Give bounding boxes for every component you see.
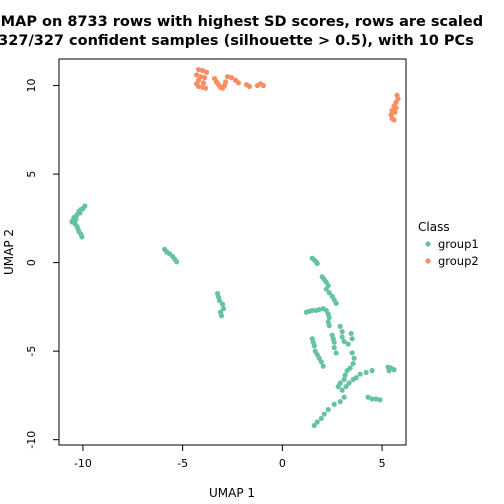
point-group1 bbox=[331, 401, 337, 407]
point-group1 bbox=[316, 306, 322, 313]
point-group2 bbox=[246, 83, 253, 90]
x-tick-label: 5 bbox=[379, 457, 386, 470]
legend-label-group1: group1 bbox=[438, 237, 479, 251]
point-group1 bbox=[77, 210, 83, 216]
point-group1 bbox=[218, 313, 225, 319]
point-group1 bbox=[216, 298, 223, 304]
point-group1 bbox=[348, 330, 354, 337]
point-group1 bbox=[369, 396, 375, 402]
plot-area-frame bbox=[58, 58, 407, 446]
point-group2 bbox=[391, 117, 397, 123]
point-group1 bbox=[318, 415, 324, 422]
point-group2 bbox=[195, 67, 202, 73]
x-tick-label: -10 bbox=[74, 457, 92, 470]
point-group1 bbox=[174, 259, 180, 265]
point-group1 bbox=[357, 371, 363, 377]
point-group1 bbox=[335, 383, 341, 390]
point-group1 bbox=[373, 396, 379, 402]
point-group1 bbox=[309, 307, 315, 314]
point-group2 bbox=[203, 69, 210, 75]
legend-title: Class bbox=[418, 220, 450, 234]
point-group1 bbox=[314, 419, 320, 425]
point-group1 bbox=[369, 368, 375, 374]
point-group1 bbox=[333, 300, 339, 306]
point-group1 bbox=[331, 339, 337, 345]
y-tick-label: -10 bbox=[25, 431, 38, 449]
point-group1 bbox=[346, 380, 352, 386]
point-group1 bbox=[343, 383, 349, 390]
point-group1 bbox=[325, 406, 331, 413]
point-group1 bbox=[345, 341, 351, 347]
point-group1 bbox=[311, 343, 317, 349]
point-group1 bbox=[339, 329, 345, 335]
point-group1 bbox=[79, 234, 85, 240]
point-group1 bbox=[342, 372, 348, 378]
y-axis: -10 -5 0 5 10 bbox=[25, 79, 60, 449]
legend-label-group2: group2 bbox=[438, 254, 479, 268]
point-group2 bbox=[201, 74, 208, 81]
point-group1 bbox=[341, 376, 347, 383]
point-group1 bbox=[326, 322, 332, 329]
legend-marker-group2 bbox=[425, 258, 431, 264]
point-group1 bbox=[321, 411, 327, 417]
x-tick-label: 0 bbox=[279, 457, 286, 470]
y-tick-label: -5 bbox=[25, 346, 38, 357]
point-group1 bbox=[391, 367, 397, 373]
point-group1 bbox=[333, 350, 339, 356]
point-group1 bbox=[351, 355, 357, 361]
point-group1 bbox=[220, 306, 227, 312]
point-group2 bbox=[228, 74, 235, 81]
point-group2 bbox=[393, 105, 399, 111]
point-group2 bbox=[194, 72, 200, 78]
chart-title-line-1: UMAP on 8733 rows with highest SD scores… bbox=[0, 14, 483, 30]
point-group1 bbox=[337, 323, 343, 329]
point-group1 bbox=[339, 387, 345, 393]
point-group2 bbox=[260, 82, 267, 89]
y-tick-label: 10 bbox=[25, 79, 38, 93]
point-group1 bbox=[311, 422, 317, 429]
point-group1 bbox=[326, 314, 332, 321]
x-axis-label: UMAP 1 bbox=[209, 486, 255, 500]
x-axis: -10 -5 0 5 bbox=[74, 444, 386, 470]
point-group1 bbox=[337, 399, 343, 405]
point-group1 bbox=[320, 363, 326, 369]
point-group1 bbox=[314, 260, 320, 267]
y-tick-label: 5 bbox=[25, 171, 38, 178]
point-group1 bbox=[341, 338, 347, 345]
point-group2 bbox=[224, 74, 231, 80]
point-group1 bbox=[363, 369, 369, 376]
point-group1 bbox=[350, 360, 356, 367]
point-group2 bbox=[222, 79, 229, 85]
point-group1 bbox=[349, 336, 355, 342]
point-group2 bbox=[235, 80, 242, 86]
point-group2 bbox=[200, 80, 207, 86]
legend-marker-group1 bbox=[425, 241, 431, 247]
point-group1 bbox=[219, 301, 226, 307]
point-group2 bbox=[392, 109, 398, 115]
point-group1 bbox=[318, 359, 324, 365]
point-group1 bbox=[331, 345, 337, 351]
legend: Class group1 group2 bbox=[418, 220, 479, 268]
point-group1 bbox=[365, 394, 371, 400]
data-points bbox=[69, 67, 401, 429]
point-group1 bbox=[341, 394, 347, 400]
point-group1 bbox=[339, 334, 345, 340]
chart-title-line-2: 327/327 confident samples (silhouette > … bbox=[0, 33, 474, 49]
point-group1 bbox=[344, 368, 350, 374]
point-group1 bbox=[349, 350, 355, 356]
point-group1 bbox=[326, 290, 332, 296]
point-group1 bbox=[353, 375, 359, 381]
x-tick-label: -5 bbox=[177, 457, 188, 470]
point-group1 bbox=[323, 286, 329, 292]
point-group1 bbox=[377, 397, 383, 403]
point-group2 bbox=[202, 85, 209, 91]
point-group2 bbox=[195, 83, 202, 90]
point-group2 bbox=[199, 67, 206, 74]
y-axis-label: UMAP 2 bbox=[2, 229, 16, 275]
y-tick-label: 0 bbox=[25, 259, 38, 266]
point-group1 bbox=[386, 368, 392, 374]
point-group1 bbox=[73, 216, 79, 222]
